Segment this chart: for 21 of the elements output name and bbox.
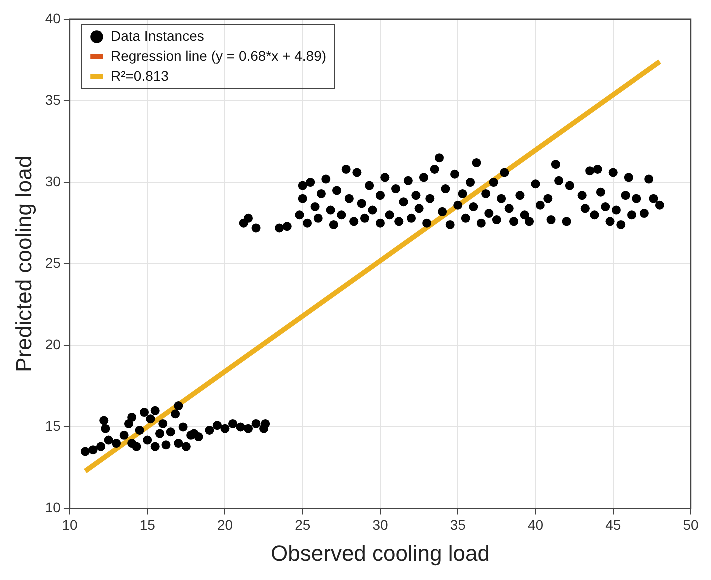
y-tick-label: 40: [45, 10, 62, 26]
x-tick-label: 20: [217, 517, 234, 534]
y-tick-label: 15: [45, 418, 62, 434]
y-axis-title: Predicted cooling load: [11, 156, 36, 372]
y-tick-label: 35: [45, 92, 62, 108]
x-tick-label: 30: [372, 517, 388, 534]
x-axis-title: Observed cooling load: [271, 540, 490, 566]
legend-label: Data Instances: [110, 28, 204, 44]
legend-label: Regression line (y = 0.68*x + 4.89): [110, 48, 327, 64]
x-tick-label: 40: [528, 517, 544, 534]
y-tick-label: 30: [45, 173, 62, 190]
x-tick-label: 25: [295, 517, 311, 534]
x-tick-label: 45: [606, 517, 622, 534]
x-tick-label: 15: [140, 517, 156, 534]
legend-label: R²=0.813: [110, 68, 170, 84]
x-tick-label: 10: [62, 517, 78, 534]
x-tick-label: 35: [450, 517, 466, 534]
y-tick-label: 25: [45, 254, 62, 271]
y-tick-label: 20: [45, 336, 62, 353]
x-tick-label: 50: [683, 517, 699, 534]
y-tick-label: 10: [45, 500, 62, 516]
